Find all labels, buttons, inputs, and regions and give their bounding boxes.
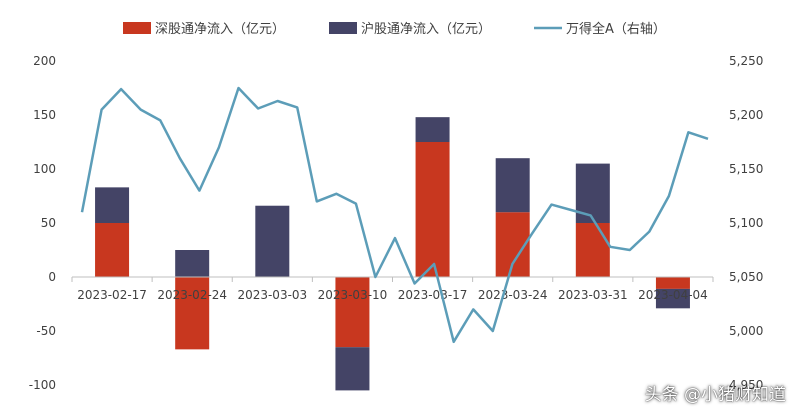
x-axis-ticks: 2023-02-17 2023-02-24 2023-03-03 2023-03-10… [71,277,714,302]
left-tick-label: 0 [48,270,56,284]
left-tick-label: -100 [29,378,56,392]
x-tick-label: 2023-04-04 [638,288,708,302]
watermark: 头条 @小猪财知道 [644,385,786,405]
right-tick-label: 5,200 [729,108,763,122]
bar-shanghai [335,347,370,391]
x-tick-label: 2023-03-17 [398,288,468,302]
bar-shanghai [175,250,210,277]
legend-item-shenzhen: 深股通净流入（亿元） [123,22,285,37]
legend-label: 深股通净流入（亿元） [155,22,285,37]
right-tick-label: 5,250 [729,54,763,68]
bar-shenzhen [655,277,690,289]
bar-shenzhen [175,277,210,350]
x-tick-label: 2023-02-24 [157,288,227,302]
bar-shanghai [415,117,450,142]
bar-shanghai [95,187,130,223]
bar-shanghai [255,205,290,277]
left-tick-label: 100 [33,162,56,176]
legend-label: 沪股通净流入（亿元） [361,21,491,37]
bar-shenzhen [575,223,610,277]
bar-shanghai [655,288,690,309]
left-tick-label: 200 [33,54,56,68]
left-axis: 200 150 100 50 0 -50 -100 [29,54,56,392]
right-tick-label: 5,100 [729,216,763,230]
left-tick-label: 50 [41,216,56,230]
left-tick-label: 150 [33,108,56,122]
right-tick-label: 5,000 [729,324,763,338]
wind-a-index-line [80,86,709,344]
x-tick-label: 2023-03-24 [478,288,548,302]
bar-shenzhen [95,223,130,277]
bars [95,117,690,391]
legend: 深股通净流入（亿元） 沪股通净流入（亿元） 万得全A（右轴） [123,21,666,37]
right-tick-label: 4,950 [729,378,763,392]
x-tick-label: 2023-03-03 [237,288,307,302]
legend-item-shanghai: 沪股通净流入（亿元） [329,21,491,37]
bar-shenzhen [335,277,370,348]
x-tick-label: 2023-03-31 [558,288,628,302]
right-tick-label: 5,150 [729,162,763,176]
x-tick-label: 2023-02-17 [77,288,147,302]
bar-shanghai [575,163,610,223]
legend-label: 万得全A（右轴） [566,21,666,37]
line-layer [80,86,709,344]
right-axis: 5,250 5,200 5,150 5,100 5,050 5,000 4,950 [729,54,763,392]
right-tick-label: 5,050 [729,270,763,284]
legend-item-wind-a: 万得全A（右轴） [534,21,666,37]
x-tick-label: 2023-03-10 [318,288,388,302]
bar-shanghai [495,158,530,213]
legend-swatch [123,22,151,34]
left-tick-label: -50 [36,324,56,338]
legend-swatch [329,22,357,34]
bar-shenzhen [415,142,450,277]
